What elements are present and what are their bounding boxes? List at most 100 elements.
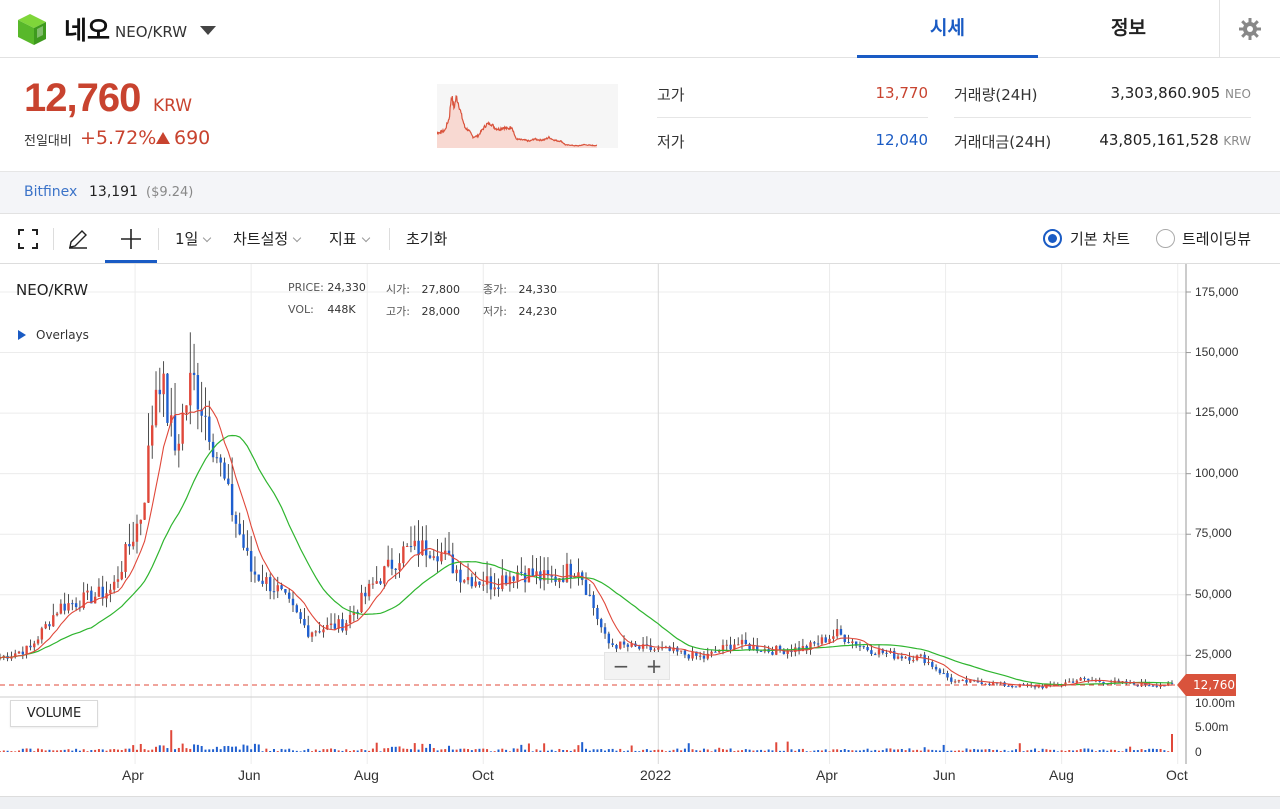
candle-body	[786, 650, 789, 654]
tab-info[interactable]: 정보	[1111, 17, 1146, 39]
chart-canvas[interactable]	[0, 264, 1280, 796]
volume-bar	[695, 750, 698, 752]
volume-bar	[505, 749, 508, 752]
volume-bar	[1037, 751, 1040, 752]
coin-name[interactable]: 네오	[64, 16, 111, 45]
fullscreen-icon[interactable]	[16, 227, 40, 251]
volume-bar	[539, 750, 542, 752]
volume-bar	[326, 749, 329, 752]
caret-down-icon[interactable]	[200, 26, 216, 35]
candle-body	[607, 633, 611, 644]
volume-bar	[794, 750, 797, 752]
volume-bar	[680, 750, 683, 752]
candle-body	[558, 578, 561, 582]
candle-body	[166, 373, 169, 423]
volume-bar	[543, 743, 546, 752]
volume-bar	[345, 749, 348, 752]
candle-body	[67, 603, 70, 611]
volume-bar	[1007, 751, 1010, 752]
reset-button[interactable]: 초기화	[406, 230, 448, 248]
candle-body	[584, 579, 588, 595]
candle-body	[177, 443, 181, 451]
candle-body	[36, 639, 40, 644]
volume-bar	[585, 748, 587, 752]
candle-body	[965, 679, 968, 683]
tradingview-radio[interactable]	[1156, 229, 1175, 248]
candle-body	[679, 650, 683, 652]
volume-bar	[1011, 750, 1014, 752]
zoom-out-button[interactable]: −	[612, 654, 630, 678]
exchange-name[interactable]: Bitfinex	[24, 184, 78, 200]
volume-bar	[29, 748, 32, 752]
candle-body	[249, 550, 253, 572]
settings-button[interactable]	[1219, 0, 1280, 58]
volume-bar	[387, 748, 390, 752]
tradingview-label[interactable]: 트레이딩뷰	[1182, 230, 1252, 248]
volume-bar	[908, 748, 911, 752]
basic-chart-radio[interactable]	[1043, 229, 1062, 248]
candle-body	[90, 590, 93, 604]
candle-body	[501, 575, 504, 589]
volume-bar	[78, 750, 81, 752]
volume-bar	[383, 748, 386, 752]
volume-bar	[1171, 734, 1173, 752]
candle-body	[957, 680, 961, 682]
candle-body	[284, 589, 287, 593]
chart-settings-dropdown[interactable]: 차트설정	[233, 228, 302, 249]
volume-bar	[177, 747, 180, 752]
candle-body	[424, 540, 428, 556]
candle-body	[219, 457, 222, 463]
volume-bar	[181, 743, 184, 752]
overlays-label: Overlays	[36, 328, 89, 342]
candle-body	[1170, 682, 1174, 684]
volume-bar	[432, 748, 435, 752]
candle-body	[725, 644, 728, 646]
candle-body	[508, 576, 512, 585]
candle-body	[314, 631, 318, 633]
tab-market-price[interactable]: 시세	[857, 0, 1038, 58]
candle-body	[691, 651, 694, 659]
divider	[657, 117, 928, 118]
neo-logo-icon	[18, 14, 46, 45]
volume-bar	[607, 749, 610, 752]
candle-body	[322, 629, 325, 633]
volume-bar	[421, 743, 424, 752]
price-chart[interactable]: NEO/KRW Overlays PRICE: 24,330 시가: 27,80…	[0, 264, 1280, 796]
volume-bar	[992, 750, 995, 752]
candle-body	[33, 643, 36, 648]
indicators-dropdown[interactable]: 지표	[329, 228, 370, 249]
volume-toggle-button[interactable]: VOLUME	[10, 700, 98, 727]
exchange-usd-price: ($9.24)	[146, 185, 194, 200]
volume-bar	[699, 750, 702, 752]
candle-body	[870, 650, 873, 654]
coin-pair[interactable]: NEO/KRW	[115, 23, 188, 41]
overlays-toggle[interactable]: Overlays	[18, 328, 89, 342]
candle-body	[737, 644, 740, 646]
candle-body	[299, 612, 302, 619]
volume-bar	[524, 749, 527, 752]
candle-body	[1014, 686, 1018, 688]
zoom-in-button[interactable]: +	[645, 654, 663, 678]
candle-body	[1010, 686, 1014, 688]
volume-bar	[756, 750, 759, 752]
candle-body	[813, 642, 816, 644]
candle-body	[706, 653, 709, 659]
basic-chart-label[interactable]: 기본 차트	[1070, 230, 1130, 248]
candle-body	[1068, 681, 1071, 683]
candle-body	[1159, 685, 1162, 687]
volume-bar	[554, 751, 557, 752]
volume-bar	[94, 749, 97, 752]
candle-body	[295, 605, 299, 613]
candle-body	[86, 590, 89, 593]
candle-body	[154, 389, 158, 426]
pencil-icon[interactable]	[66, 227, 90, 251]
trade-value-label: 거래대금(24H)	[954, 133, 1052, 151]
crosshair-icon[interactable]	[119, 227, 143, 251]
volume-bar	[162, 745, 165, 752]
candle-body	[432, 556, 435, 558]
interval-dropdown[interactable]: 1일	[175, 228, 212, 249]
x-tick-label: Jun	[238, 767, 261, 783]
volume-bar	[322, 749, 325, 752]
volume-bar	[1083, 748, 1086, 752]
chevron-down-icon	[292, 233, 302, 243]
